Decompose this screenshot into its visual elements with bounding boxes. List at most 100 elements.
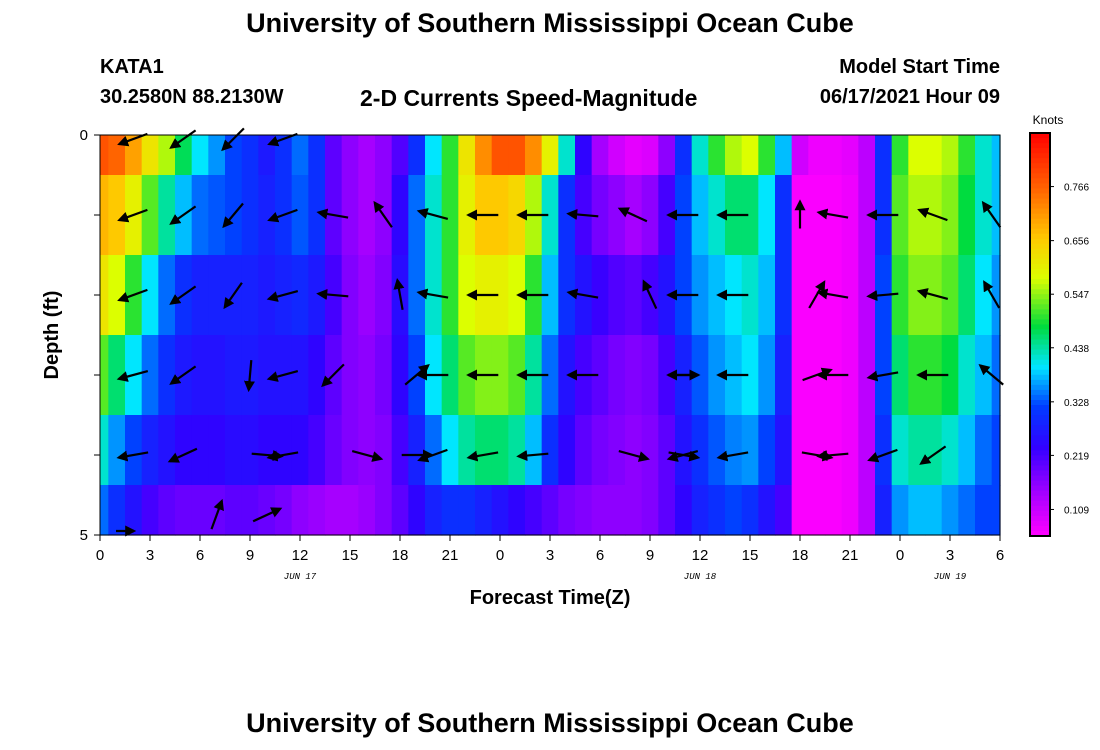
heat-cell — [341, 255, 359, 336]
colorbar-swatch — [1030, 450, 1050, 456]
current-vector-arrow — [867, 448, 898, 463]
colorbar-swatch — [1030, 193, 1050, 200]
heat-cell — [458, 135, 476, 176]
heat-cell — [375, 485, 393, 536]
heat-cell — [491, 255, 509, 336]
heat-cell — [758, 175, 776, 256]
heat-cell — [608, 335, 626, 416]
heat-cell — [975, 175, 993, 256]
heat-cell — [175, 415, 193, 486]
heat-cell — [591, 415, 609, 486]
colorbar-swatch — [1030, 455, 1050, 462]
heat-cell — [675, 135, 693, 176]
x-tick-label: 18 — [392, 547, 409, 564]
heat-cell — [841, 415, 859, 486]
current-vector-arrow — [117, 208, 148, 223]
station-id: KATA1 — [100, 56, 164, 78]
colorbar-swatch — [1030, 339, 1050, 346]
heat-cell — [208, 255, 226, 336]
heat-cell — [241, 485, 259, 536]
heat-cell — [341, 175, 359, 256]
colorbar-swatch — [1030, 425, 1050, 431]
heat-cell — [158, 415, 176, 486]
heat-cell — [408, 415, 426, 486]
heat-cell — [558, 135, 576, 176]
colorbar-swatch — [1030, 359, 1050, 366]
heat-cell — [941, 335, 959, 416]
heat-cell — [125, 485, 143, 536]
station-coords: 30.2580N 88.2130W — [100, 86, 284, 108]
colorbar-swatch — [1030, 279, 1050, 285]
heat-cell — [708, 415, 726, 486]
heat-cell — [475, 485, 493, 536]
current-vector-arrow — [223, 282, 243, 310]
heat-cell — [725, 415, 743, 486]
heat-cell — [375, 335, 393, 416]
heat-cell — [408, 485, 426, 536]
heat-cell — [541, 255, 559, 336]
heat-cell — [241, 135, 259, 176]
colorbar-units: Knots — [1033, 113, 1064, 127]
heat-cell — [258, 255, 276, 336]
heat-cell — [658, 135, 676, 176]
heat-cell — [791, 415, 809, 486]
colorbar-swatch — [1030, 465, 1050, 472]
heat-cell — [875, 485, 893, 536]
colorbar-swatch — [1030, 384, 1050, 391]
heat-cell — [175, 135, 193, 176]
current-vector-arrow — [266, 370, 299, 382]
heat-cell — [958, 335, 976, 416]
heat-cell — [291, 135, 309, 176]
current-vector-arrow — [266, 290, 299, 302]
heat-cell — [191, 175, 209, 256]
heat-cell — [100, 255, 109, 336]
heat-cell — [941, 175, 959, 256]
heat-cell — [241, 175, 259, 256]
heat-cell — [425, 135, 443, 176]
heat-cell — [958, 255, 976, 336]
current-vector-arrow — [116, 370, 149, 382]
heat-cell — [908, 135, 926, 176]
colorbar-swatch — [1030, 314, 1050, 320]
heat-cell — [258, 135, 276, 176]
colorbar-swatch — [1030, 223, 1050, 230]
heat-cell — [625, 335, 643, 416]
colorbar-swatch — [1030, 420, 1050, 426]
current-vector-arrow — [417, 448, 448, 463]
colorbar-swatch — [1030, 263, 1050, 270]
heat-cell — [625, 415, 643, 486]
heat-cell — [891, 255, 909, 336]
x-tick-label: 6 — [196, 547, 204, 564]
heat-cell — [858, 415, 876, 486]
current-vector-arrow — [916, 288, 949, 300]
heat-cell — [100, 485, 109, 536]
heat-cell — [941, 255, 959, 336]
heat-cell — [291, 335, 309, 416]
current-vector-arrow — [267, 132, 298, 147]
heat-cell — [358, 255, 376, 336]
colorbar-swatch — [1030, 500, 1050, 507]
current-vector-arrow — [210, 498, 224, 530]
heat-cell — [941, 485, 959, 536]
current-vector-arrow — [351, 450, 384, 462]
heat-cell — [891, 415, 909, 486]
heat-cell — [241, 415, 259, 486]
colorbar-tick-label: 0.328 — [1064, 398, 1089, 409]
colorbar-swatch — [1030, 440, 1050, 446]
colorbar-swatch — [1030, 309, 1050, 315]
heat-cell — [441, 175, 459, 256]
current-vector-arrow — [466, 450, 499, 462]
heat-cell — [191, 135, 209, 176]
current-vector-arrow — [816, 450, 849, 462]
heat-cell — [991, 255, 1001, 336]
colorbar-swatch — [1030, 405, 1050, 411]
heat-cell — [708, 135, 726, 176]
heat-cell — [625, 135, 643, 176]
heat-cell — [358, 175, 376, 256]
heat-cell — [275, 485, 293, 536]
colorbar-swatch — [1030, 203, 1050, 210]
heat-cell — [741, 175, 759, 256]
colorbar-swatch — [1030, 470, 1050, 477]
colorbar-swatch — [1030, 490, 1050, 497]
current-vector-arrow — [167, 447, 198, 463]
